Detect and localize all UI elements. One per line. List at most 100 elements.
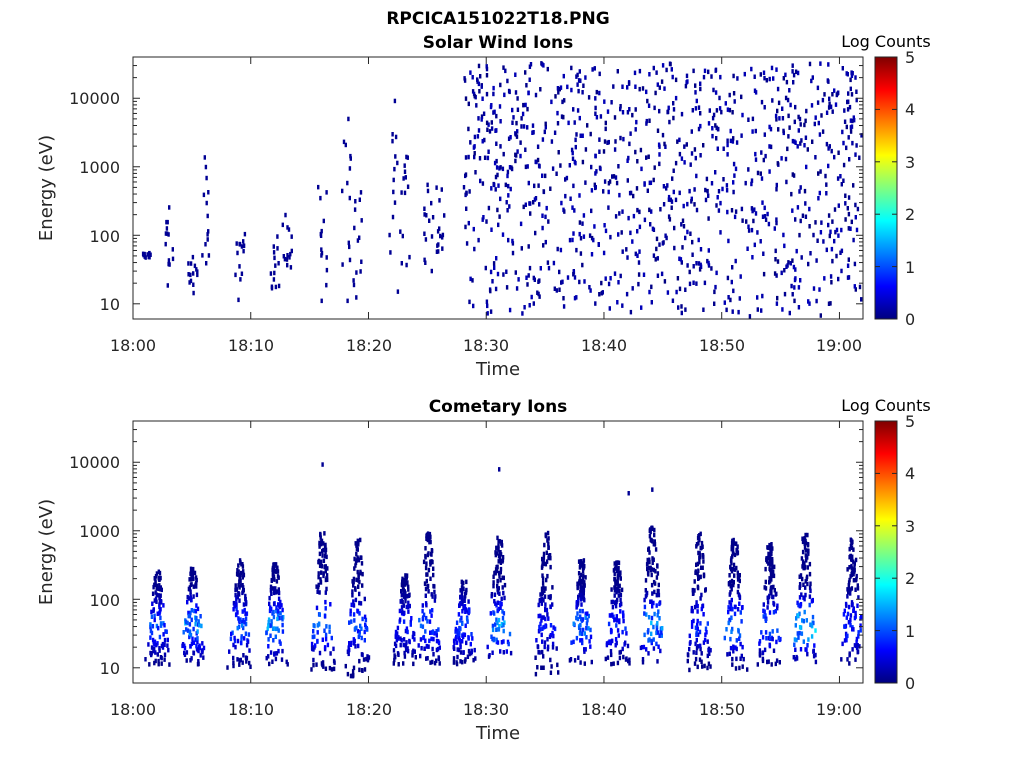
heatmap-cell	[697, 237, 700, 243]
heatmap-cell	[403, 650, 406, 656]
heatmap-cell	[841, 66, 844, 71]
heatmap-cell	[501, 616, 505, 621]
heatmap-cell	[855, 639, 858, 645]
heatmap-cell	[657, 609, 660, 614]
heatmap-cell	[608, 613, 612, 618]
heatmap-cell	[244, 601, 248, 607]
heatmap-cell	[168, 662, 171, 667]
heatmap-cell	[478, 156, 482, 161]
heatmap-cell	[355, 295, 358, 300]
heatmap-cell	[181, 642, 185, 647]
heatmap-cell	[541, 173, 544, 178]
heatmap-cell	[803, 143, 806, 148]
heatmap-cell	[511, 107, 514, 113]
heatmap-cell	[350, 640, 353, 646]
heatmap-cell	[349, 611, 352, 617]
heatmap-cell	[612, 661, 615, 666]
heatmap-cell	[323, 645, 327, 650]
heatmap-cell	[188, 280, 191, 285]
heatmap-cell	[580, 563, 584, 568]
heatmap-cell	[325, 282, 328, 288]
heatmap-cell	[652, 624, 655, 630]
heatmap-cell	[680, 310, 683, 316]
heatmap-cell	[242, 571, 245, 577]
heatmap-cell	[363, 667, 367, 672]
heatmap-cell	[498, 104, 502, 109]
heatmap-cell	[580, 631, 584, 636]
heatmap-cell	[424, 546, 427, 551]
heatmap-cell	[494, 174, 498, 180]
heatmap-cell	[729, 583, 732, 589]
heatmap-cell	[575, 601, 578, 606]
heatmap-cell	[791, 258, 794, 263]
heatmap-cell	[361, 571, 364, 577]
heatmap-cell	[825, 191, 828, 196]
heatmap-cell	[851, 627, 854, 632]
heatmap-cell	[487, 654, 491, 659]
heatmap-cell	[403, 169, 407, 174]
heatmap-cell	[275, 605, 278, 610]
heatmap-cell	[667, 197, 671, 202]
heatmap-cell	[392, 189, 395, 195]
heatmap-cell	[457, 612, 461, 617]
heatmap-cell	[843, 608, 846, 614]
heatmap-cell	[763, 205, 766, 211]
heatmap-cell	[405, 640, 408, 645]
heatmap-cell	[359, 571, 362, 576]
heatmap-cell	[526, 106, 529, 112]
heatmap-cell	[729, 580, 732, 585]
heatmap-cell	[747, 117, 750, 122]
heatmap-cell	[579, 584, 582, 589]
heatmap-cell	[839, 174, 842, 179]
heatmap-cell	[392, 648, 396, 653]
heatmap-cell	[651, 487, 654, 492]
y-tick-label: 10	[100, 295, 120, 314]
heatmap-cell	[616, 597, 619, 603]
heatmap-cell	[793, 642, 796, 647]
heatmap-cell	[842, 612, 846, 617]
heatmap-cell	[723, 300, 726, 305]
heatmap-cell	[538, 624, 541, 630]
heatmap-cell	[849, 118, 853, 123]
heatmap-cell	[695, 173, 698, 179]
heatmap-cell	[704, 197, 708, 203]
heatmap-cell	[693, 579, 696, 584]
heatmap-cell	[430, 636, 433, 642]
heatmap-cell	[625, 656, 628, 661]
heatmap-cell	[234, 583, 237, 588]
heatmap-cell	[537, 183, 540, 188]
heatmap-cell	[796, 144, 799, 149]
heatmap-cell	[576, 72, 579, 78]
heatmap-cell	[828, 233, 831, 239]
heatmap-cell	[854, 557, 858, 563]
heatmap-cell	[492, 610, 495, 615]
heatmap-cell	[538, 598, 541, 604]
heatmap-cell	[638, 86, 641, 92]
heatmap-cell	[546, 612, 549, 617]
heatmap-cell	[192, 650, 195, 655]
heatmap-cell	[283, 256, 287, 262]
heatmap-cell	[207, 229, 210, 234]
heatmap-cell	[697, 576, 700, 581]
heatmap-cell	[794, 69, 798, 74]
heatmap-cell	[773, 271, 777, 276]
heatmap-cell	[571, 156, 575, 161]
heatmap-cell	[827, 105, 831, 110]
heatmap-cell	[187, 261, 190, 266]
heatmap-cell	[341, 188, 344, 194]
heatmap-cell	[853, 261, 857, 267]
heatmap-cell	[670, 67, 673, 72]
heatmap-cell	[579, 595, 583, 600]
heatmap-cell	[407, 609, 410, 614]
heatmap-cell	[621, 610, 625, 615]
heatmap-cell	[775, 187, 778, 192]
heatmap-cell	[157, 658, 160, 664]
heatmap-cell	[240, 636, 243, 641]
heatmap-cell	[764, 618, 768, 623]
heatmap-cell	[746, 667, 749, 672]
heatmap-cell	[516, 149, 519, 154]
heatmap-cell	[617, 584, 620, 589]
heatmap-cell	[424, 593, 427, 598]
heatmap-cell	[498, 539, 502, 544]
heatmap-cell	[702, 640, 706, 645]
